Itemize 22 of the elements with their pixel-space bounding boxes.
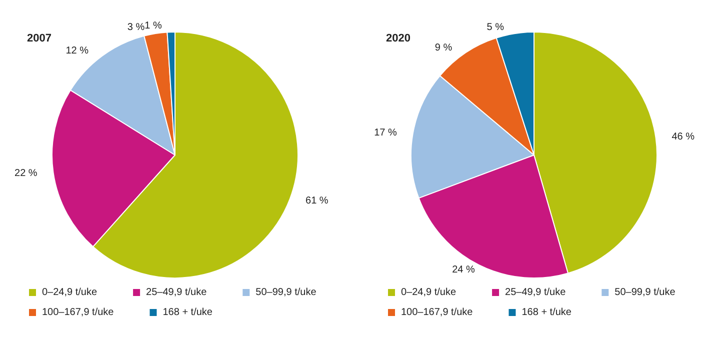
- data-label: 24 %: [452, 264, 476, 276]
- legend-label: 168 + t/uke: [162, 307, 213, 318]
- data-label: 61 %: [306, 196, 328, 207]
- data-label: 22 %: [14, 168, 38, 179]
- legend-label: 25–49,9 t/uke: [505, 287, 566, 298]
- data-label: 5 %: [486, 22, 504, 34]
- legend-label: 50–99,9 t/uke: [256, 287, 317, 298]
- data-label: 46 %: [672, 132, 695, 143]
- legend-label: 168 + t/uke: [522, 307, 572, 318]
- legend-label: 0–24,9 t/uke: [42, 287, 98, 298]
- legend-label: 100–167,9 t/uke: [401, 307, 474, 318]
- data-label: 3 %: [127, 22, 145, 34]
- legend-label: 0–24,9 t/uke: [401, 287, 456, 298]
- legend-label: 100–167,9 t/uke: [42, 307, 114, 318]
- data-label: 1 %: [144, 20, 162, 32]
- data-label: 12 %: [66, 46, 89, 57]
- text: 2007: [27, 32, 52, 44]
- legend-label: 50–99,9 t/uke: [614, 287, 676, 298]
- data-label: 9 %: [434, 42, 452, 54]
- legend-label: 25–49,9 t/uke: [146, 287, 208, 298]
- text: 2020: [386, 32, 410, 44]
- data-label: 17 %: [374, 128, 397, 139]
